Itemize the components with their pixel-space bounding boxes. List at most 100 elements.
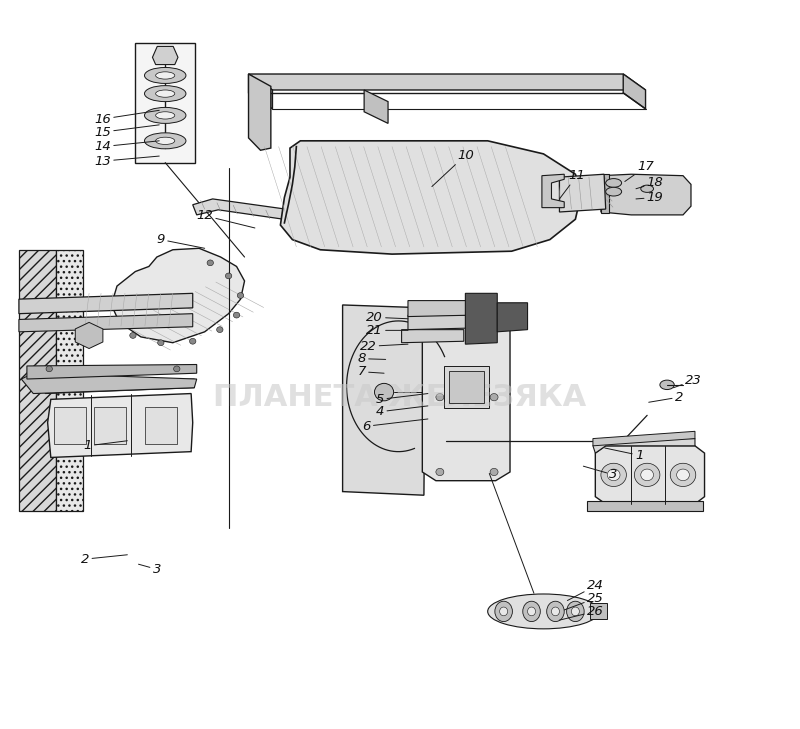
Polygon shape [27,364,197,379]
Text: 7: 7 [358,365,384,378]
Polygon shape [593,439,695,453]
Circle shape [490,394,498,401]
Polygon shape [422,312,510,480]
Ellipse shape [551,607,559,616]
Text: 4: 4 [376,405,428,418]
Text: 12: 12 [196,209,255,228]
Polygon shape [623,74,646,109]
Polygon shape [249,74,646,90]
Circle shape [226,273,232,278]
Ellipse shape [145,85,186,101]
Circle shape [436,319,444,326]
Circle shape [207,260,214,266]
Ellipse shape [641,185,654,192]
Ellipse shape [606,187,622,196]
Polygon shape [19,293,193,313]
Polygon shape [466,293,498,344]
Circle shape [217,327,223,332]
Circle shape [174,366,180,372]
Ellipse shape [156,112,174,119]
Ellipse shape [660,380,674,389]
Ellipse shape [566,601,584,622]
Ellipse shape [527,607,535,616]
Text: 9: 9 [157,233,205,249]
Ellipse shape [145,107,186,123]
Circle shape [641,469,654,480]
Circle shape [490,319,498,326]
Ellipse shape [500,607,508,616]
Polygon shape [249,74,273,109]
Text: 20: 20 [366,311,408,324]
Polygon shape [444,366,490,408]
Text: 18: 18 [636,176,663,190]
Polygon shape [408,300,474,316]
Polygon shape [111,249,245,343]
Text: 25: 25 [564,592,604,610]
Polygon shape [601,174,609,214]
Text: 1: 1 [605,448,643,461]
Text: ПЛАНЕТА ЖЕЛЕЗЯКА: ПЛАНЕТА ЖЕЛЕЗЯКА [214,383,586,412]
Circle shape [374,383,394,401]
Text: 11: 11 [559,169,586,199]
Circle shape [238,292,244,298]
Text: 14: 14 [94,140,159,153]
Text: 3: 3 [138,563,161,576]
Text: 15: 15 [94,125,159,139]
Text: 21: 21 [366,324,408,337]
Ellipse shape [82,330,95,340]
Circle shape [677,469,690,480]
Polygon shape [590,603,607,619]
Text: 3: 3 [583,466,618,481]
Polygon shape [498,303,527,332]
Polygon shape [559,174,606,212]
Circle shape [490,468,498,475]
Bar [54,408,86,444]
Ellipse shape [546,601,564,622]
Circle shape [234,312,240,318]
Polygon shape [402,330,464,343]
Bar [94,408,126,444]
Circle shape [158,340,164,346]
Ellipse shape [145,68,186,83]
Text: 19: 19 [636,191,663,204]
Text: 16: 16 [94,110,159,125]
Circle shape [436,394,444,401]
Polygon shape [450,371,484,403]
Circle shape [46,366,53,372]
Ellipse shape [522,601,540,622]
Polygon shape [342,305,426,495]
Polygon shape [46,379,194,394]
Circle shape [436,468,444,475]
Text: 1: 1 [83,440,127,452]
Polygon shape [19,313,193,332]
Polygon shape [153,47,178,65]
Polygon shape [593,432,695,446]
Circle shape [634,463,660,486]
Text: 2: 2 [649,391,683,404]
Ellipse shape [606,179,622,187]
Text: 24: 24 [567,580,604,601]
Polygon shape [601,174,691,215]
Text: 2: 2 [81,553,127,566]
Polygon shape [48,394,193,458]
Polygon shape [55,250,82,511]
Ellipse shape [156,137,174,144]
Polygon shape [595,446,705,504]
Polygon shape [364,90,388,123]
Polygon shape [249,74,271,150]
Polygon shape [542,174,564,208]
Ellipse shape [145,133,186,149]
Text: 17: 17 [625,160,654,182]
Text: 10: 10 [432,149,474,187]
Circle shape [607,469,620,480]
Polygon shape [587,501,703,511]
Text: 6: 6 [362,419,428,433]
Text: 5: 5 [376,393,428,406]
Polygon shape [193,199,405,237]
Ellipse shape [488,594,599,629]
Polygon shape [75,322,103,348]
Ellipse shape [571,607,579,616]
Polygon shape [19,250,55,511]
Circle shape [601,463,626,486]
Circle shape [190,338,196,344]
